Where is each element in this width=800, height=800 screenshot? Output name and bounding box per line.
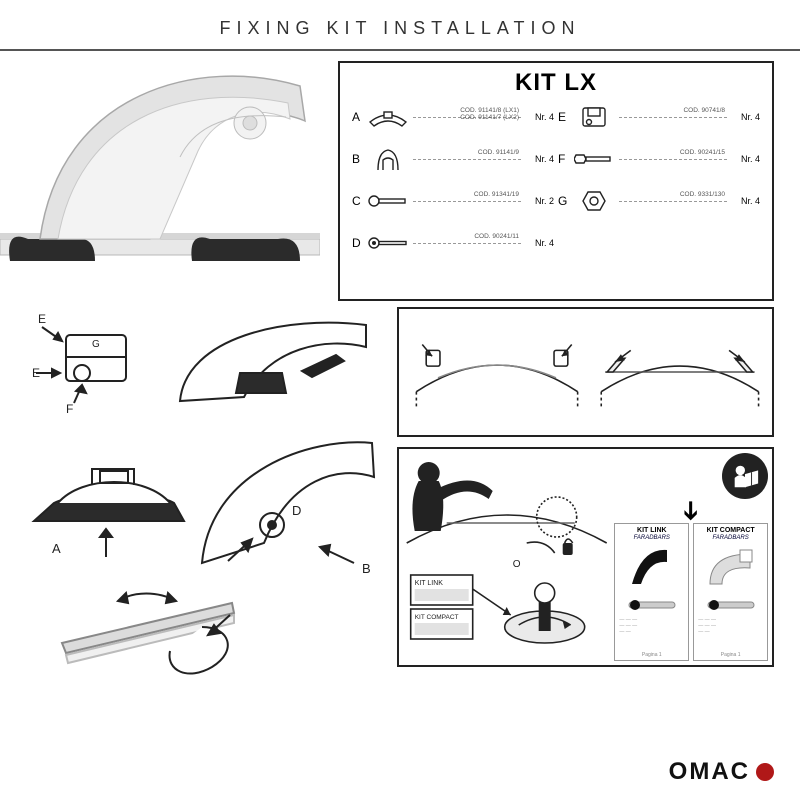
kit-item: CCOD. 91341/19Nr. 2 [352, 183, 554, 219]
kit-dash: COD. 91141/9 [413, 159, 521, 160]
kit-qty: Nr. 4 [730, 112, 760, 122]
arrow-down-icon: ➔ [683, 500, 699, 522]
kit-qty: Nr. 2 [524, 196, 554, 206]
kit-item [558, 225, 760, 261]
kit-letter: C [352, 194, 366, 208]
kit-letter: B [352, 152, 366, 166]
fitting-right: ➔ .arrow-down{transform:rotate(90deg);} … [614, 453, 768, 661]
kit-letter: F [558, 152, 572, 166]
kit-heading: KIT LX [352, 69, 760, 97]
kit-code: COD. 91141/8 (LX1) COD. 91141/7 (LX2) [460, 107, 519, 122]
kit-letter: D [352, 236, 366, 250]
roof-diagram-panel [397, 307, 774, 437]
kit-item: FCOD. 90241/15Nr. 4 [558, 141, 760, 177]
part-icon [368, 145, 408, 173]
kit-qty: Nr. 4 [524, 154, 554, 164]
svg-text:G: G [92, 339, 100, 350]
kit-item: BCOD. 91141/9Nr. 4 [352, 141, 554, 177]
kit-dash: COD. 90241/11 [413, 243, 521, 244]
product-illustration [0, 61, 320, 291]
footer: OMAC [0, 758, 800, 786]
svg-text:E: E [38, 312, 46, 326]
svg-text:D: D [292, 503, 301, 518]
kit-item: ECOD. 90741/8Nr. 4 [558, 99, 760, 135]
fitting-left: O KIT LINK KIT COMPACT [403, 453, 610, 661]
kit-dash: COD. 91141/8 (LX1) COD. 91141/7 (LX2) [413, 117, 521, 118]
kit-dash: COD. 90241/15 [619, 159, 727, 160]
kit-letter: G [558, 194, 572, 208]
kit-item: GCOD. 9331/130Nr. 4 [558, 183, 760, 219]
part-icon [368, 229, 408, 257]
kit-letter: A [352, 110, 366, 124]
title-text: FIXING KIT INSTALLATION [219, 18, 580, 38]
svg-text:KIT COMPACT: KIT COMPACT [415, 614, 459, 621]
svg-text:O: O [513, 559, 521, 570]
spec-card-link: KIT LINK FARADBARS — — —— — —— — Pagina … [614, 523, 689, 661]
kit-dash: COD. 90741/8 [619, 117, 727, 118]
svg-text:E: E [32, 366, 40, 380]
spec-link-label: KIT LINK [635, 526, 669, 535]
kit-dash: COD. 91341/19 [413, 201, 521, 202]
lower-row: E E G F A [0, 301, 800, 707]
kit-letter: E [558, 110, 572, 124]
assembly-diagrams: E E G F A [26, 307, 381, 707]
part-icon [574, 187, 614, 215]
kit-code: COD. 91341/19 [474, 191, 519, 198]
kit-code: COD. 9331/130 [680, 191, 725, 198]
install-panels: O KIT LINK KIT COMPACT [397, 307, 774, 707]
svg-text:B: B [362, 561, 371, 576]
brand-dot-icon [756, 763, 774, 781]
kit-item: DCOD. 90241/11Nr. 4 [352, 225, 554, 261]
ref-kit-link: KIT LINK [415, 580, 444, 587]
kit-qty: Nr. 4 [730, 196, 760, 206]
fitting-panel: O KIT LINK KIT COMPACT [397, 447, 774, 667]
svg-text:A: A [52, 541, 61, 556]
spec-footer-2: Pagina 1 [721, 652, 741, 658]
manual-icon [722, 453, 768, 499]
kit-code: COD. 90241/15 [680, 149, 725, 156]
spec-cards: KIT LINK FARADBARS — — —— — —— — Pagina … [614, 523, 768, 661]
kit-code: COD. 90241/11 [474, 233, 519, 240]
kit-code: COD. 91141/9 [478, 149, 519, 156]
page-title: FIXING KIT INSTALLATION [0, 0, 800, 51]
part-icon [368, 103, 408, 131]
part-icon [574, 103, 614, 131]
brand-name: OMAC [669, 758, 750, 786]
kit-dash: COD. 9331/130 [619, 201, 727, 202]
part-icon [574, 145, 614, 173]
kit-code: COD. 90741/8 [683, 107, 725, 114]
kit-qty: Nr. 4 [524, 112, 554, 122]
spec-footer-1: Pagina 1 [642, 652, 662, 658]
kit-parts-panel: KIT LX A COD. 91141/8 (LX1) COD. 91141/7 … [338, 61, 774, 301]
kit-qty: Nr. 4 [524, 238, 554, 248]
kit-qty: Nr. 4 [730, 154, 760, 164]
kit-grid: ACOD. 91141/8 (LX1) COD. 91141/7 (LX2)Nr… [352, 99, 760, 261]
spec-brand-1: FARADBARS [634, 535, 670, 541]
kit-item: ACOD. 91141/8 (LX1) COD. 91141/7 (LX2)Nr… [352, 99, 554, 135]
spec-card-compact: KIT COMPACT FARADBARS — — —— — —— — Pagi… [693, 523, 768, 661]
part-icon [368, 187, 408, 215]
brand-logo: OMAC [669, 758, 774, 786]
svg-text:F: F [66, 402, 73, 416]
spec-compact-label: KIT COMPACT [705, 526, 757, 535]
spec-brand-2: FARADBARS [712, 535, 748, 541]
upper-row: KIT LX A COD. 91141/8 (LX1) COD. 91141/7 … [0, 51, 800, 301]
